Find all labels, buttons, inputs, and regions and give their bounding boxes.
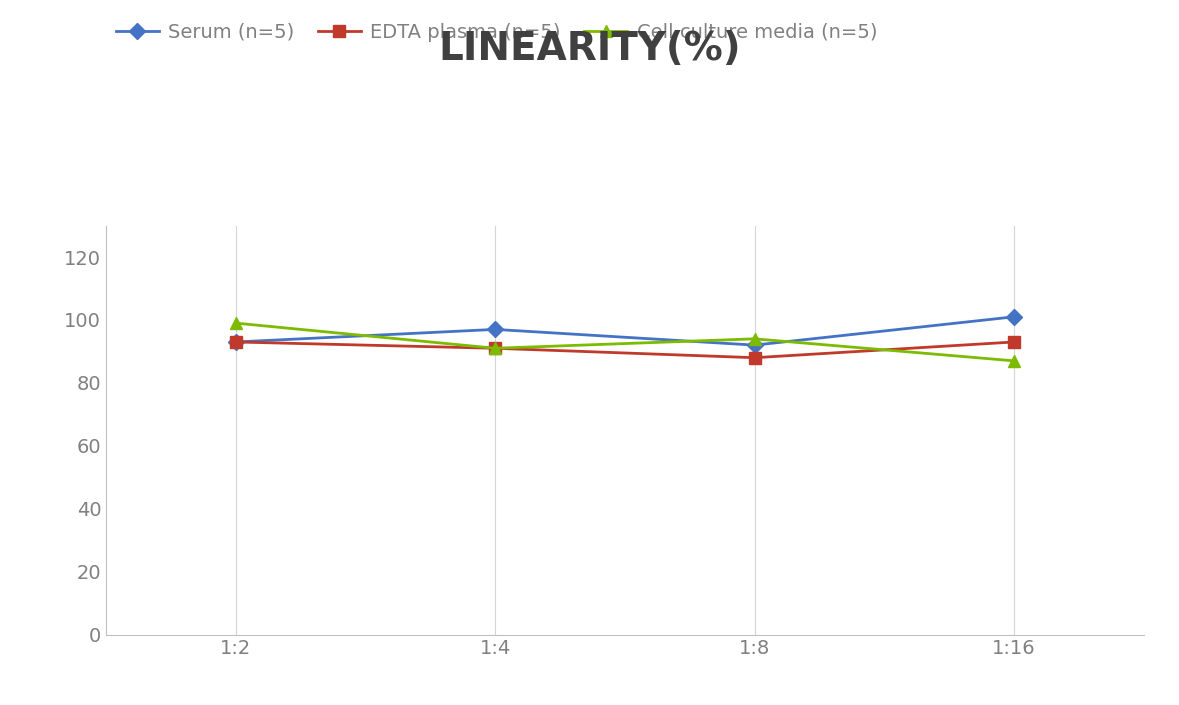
EDTA plasma (n=5)	[229, 338, 243, 346]
Cell culture media (n=5)	[1007, 357, 1021, 365]
Serum (n=5)	[1007, 312, 1021, 321]
EDTA plasma (n=5)	[488, 344, 502, 352]
Serum (n=5)	[488, 325, 502, 333]
EDTA plasma (n=5)	[1007, 338, 1021, 346]
Text: LINEARITY(%): LINEARITY(%)	[439, 30, 740, 68]
Cell culture media (n=5)	[229, 319, 243, 327]
Cell culture media (n=5)	[488, 344, 502, 352]
Line: Serum (n=5): Serum (n=5)	[230, 312, 1020, 350]
Line: EDTA plasma (n=5): EDTA plasma (n=5)	[230, 336, 1020, 363]
Cell culture media (n=5)	[747, 335, 762, 343]
Legend: Serum (n=5), EDTA plasma (n=5), Cell culture media (n=5): Serum (n=5), EDTA plasma (n=5), Cell cul…	[116, 23, 877, 42]
Serum (n=5)	[747, 341, 762, 350]
EDTA plasma (n=5)	[747, 353, 762, 362]
Line: Cell culture media (n=5): Cell culture media (n=5)	[230, 317, 1020, 367]
Serum (n=5)	[229, 338, 243, 346]
